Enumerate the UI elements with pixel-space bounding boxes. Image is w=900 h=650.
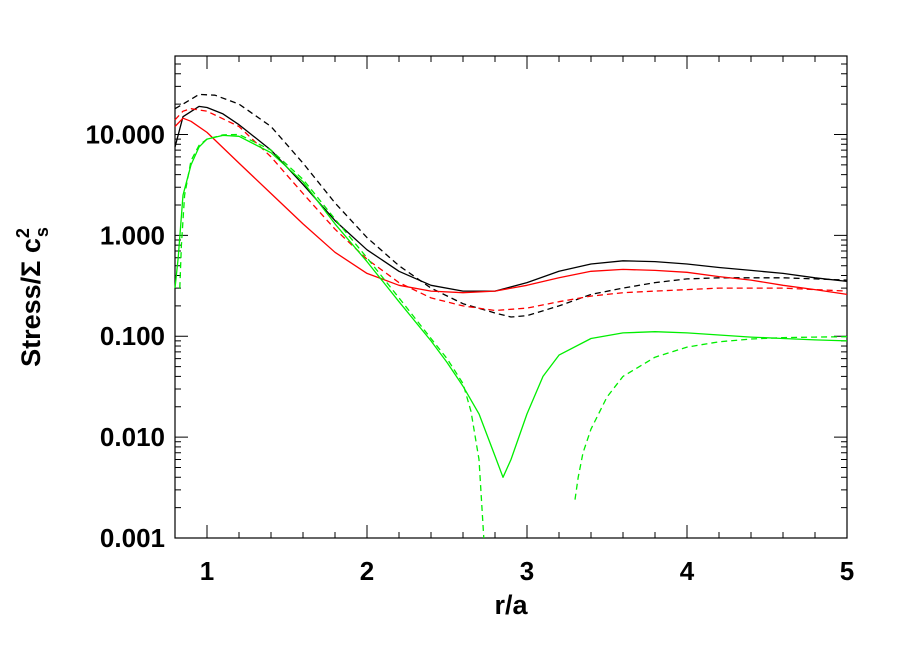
tick-labels: 1 2 3 4 5 0.001 0.010 0.100 1.000 10.000 bbox=[85, 119, 854, 586]
series-line-5 bbox=[174, 134, 848, 478]
y-axis-label-subscript: s bbox=[32, 227, 52, 237]
series-group bbox=[174, 93, 848, 539]
series-line-3 bbox=[174, 117, 848, 296]
x-tick-label: 5 bbox=[840, 556, 854, 586]
plot-frame bbox=[174, 55, 848, 539]
axis-ticks bbox=[174, 55, 848, 539]
y-tick-label: 0.001 bbox=[100, 523, 165, 553]
x-tick-label: 1 bbox=[200, 556, 214, 586]
y-axis-label: Stress/Σ c2s bbox=[13, 227, 52, 367]
y-tick-label: 1.000 bbox=[100, 220, 165, 250]
y-axis-label-main: Stress/Σ c bbox=[16, 238, 46, 367]
y-axis-label-superscript: 2 bbox=[13, 228, 33, 238]
y-tick-label: 10.000 bbox=[85, 119, 165, 149]
x-tick-label: 2 bbox=[360, 556, 374, 586]
y-tick-label: 0.100 bbox=[100, 321, 165, 351]
series-line-1 bbox=[174, 105, 848, 292]
series-line-2 bbox=[174, 93, 848, 318]
x-tick-label: 4 bbox=[680, 556, 695, 586]
x-tick-label: 3 bbox=[520, 556, 534, 586]
x-axis-label: r/a bbox=[494, 590, 528, 620]
y-tick-label: 0.010 bbox=[100, 422, 165, 452]
series-line-7 bbox=[574, 336, 848, 500]
series-line-4 bbox=[174, 108, 848, 312]
